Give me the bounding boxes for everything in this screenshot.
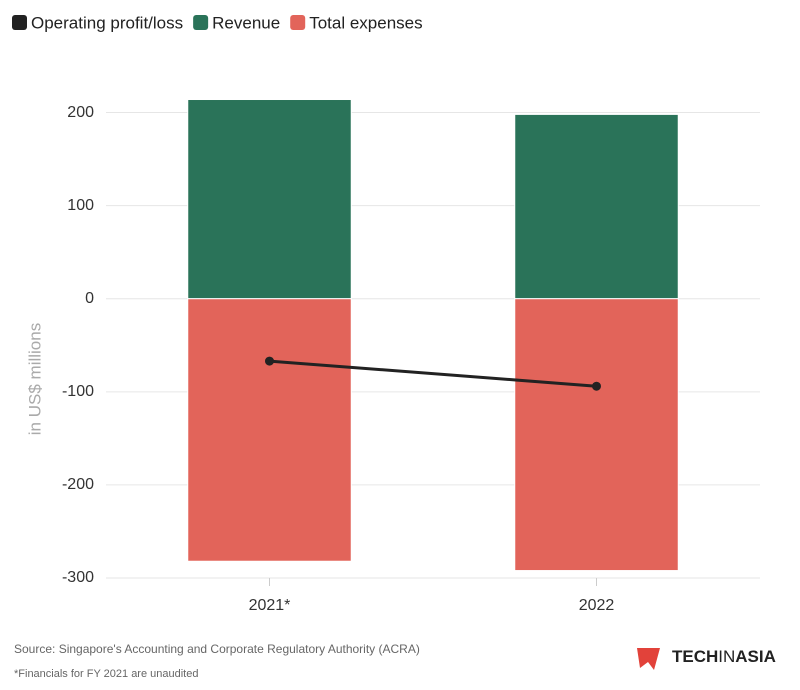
y-tick-label: -200 — [62, 476, 94, 493]
legend-swatch — [290, 15, 306, 30]
y-axis-label: in US$ millions — [25, 323, 44, 435]
bar — [514, 113, 679, 300]
brand-part: TECH — [672, 647, 718, 666]
bar — [187, 298, 352, 562]
logo-icon — [637, 648, 660, 670]
y-tick-label: 100 — [67, 197, 94, 214]
x-tick-label: 2022 — [579, 597, 615, 614]
brand-part: IN — [718, 647, 735, 666]
legend-label: Total expenses — [309, 13, 422, 32]
legend-swatch — [193, 15, 209, 30]
x-tick-label: 2021* — [249, 597, 291, 614]
brand-logo: TECHINASIA — [637, 647, 776, 670]
legend-label: Operating profit/loss — [31, 13, 183, 32]
legend-label: Revenue — [212, 13, 280, 32]
legend-swatch — [12, 15, 27, 30]
line-marker — [265, 356, 274, 366]
line-marker — [592, 381, 601, 391]
line — [269, 359, 597, 388]
brand-text: TECHINASIA — [672, 647, 776, 666]
y-tick-label: -300 — [62, 569, 94, 586]
y-tick-label: -100 — [62, 383, 94, 400]
note: *Financials for FY 2021 are unaudited — [14, 668, 198, 680]
y-tick-label: 0 — [85, 290, 94, 307]
brand-part: ASIA — [735, 647, 776, 666]
bar — [187, 99, 352, 300]
y-tick-label: 200 — [67, 104, 94, 121]
source: Source: Singapore's Accounting and Corpo… — [14, 642, 420, 656]
bar — [514, 298, 679, 572]
